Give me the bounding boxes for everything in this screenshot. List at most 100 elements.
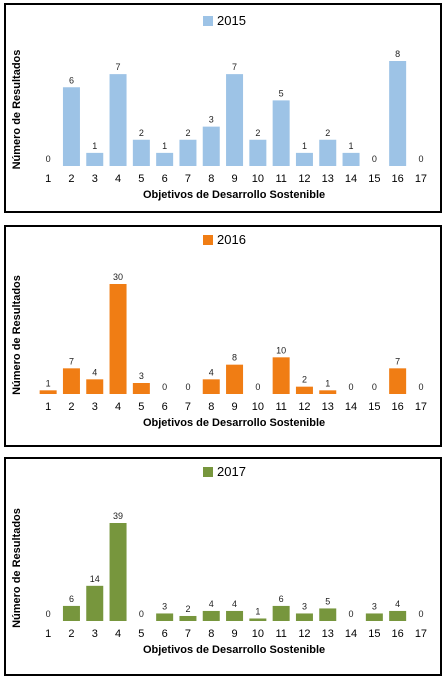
y-axis-label: Número de Resultados (11, 508, 23, 628)
x-tick-3: 3 (92, 173, 98, 185)
x-tick-11: 11 (275, 173, 286, 185)
x-tick-15: 15 (368, 173, 380, 185)
value-label-10: 1 (255, 606, 260, 616)
bar-4 (109, 284, 127, 394)
value-label-1: 1 (46, 378, 51, 388)
x-tick-5: 5 (138, 401, 144, 413)
x-tick-8: 8 (208, 628, 214, 640)
value-label-3: 1 (92, 141, 97, 151)
bar-16 (389, 610, 407, 621)
value-label-9: 4 (232, 599, 237, 609)
x-tick-6: 6 (162, 401, 168, 413)
y-axis-label: Número de Resultados (11, 50, 23, 170)
value-label-7: 2 (185, 604, 190, 614)
value-label-8: 4 (209, 599, 214, 609)
legend-label: 2015 (217, 13, 246, 28)
value-label-2: 7 (69, 356, 74, 366)
x-tick-7: 7 (185, 401, 191, 413)
value-label-11: 5 (279, 88, 284, 98)
value-label-2: 6 (69, 594, 74, 604)
bar-9 (226, 364, 244, 394)
bar-16 (389, 61, 407, 166)
value-label-3: 4 (92, 367, 97, 377)
value-label-12: 1 (302, 141, 307, 151)
x-tick-17: 17 (415, 628, 427, 640)
value-label-5: 0 (139, 609, 144, 619)
legend: 2016 (203, 232, 246, 247)
x-axis-label: Objetivos de Desarrollo Sostenible (143, 189, 325, 201)
x-tick-1: 1 (45, 628, 51, 640)
bar-2 (62, 368, 80, 394)
x-tick-3: 3 (92, 628, 98, 640)
x-tick-7: 7 (185, 173, 191, 185)
x-tick-10: 10 (252, 628, 264, 640)
x-tick-3: 3 (92, 401, 98, 413)
x-tick-8: 8 (208, 173, 214, 185)
bar-4 (109, 523, 127, 621)
x-tick-12: 12 (298, 401, 310, 413)
bar-5 (132, 383, 150, 394)
x-tick-14: 14 (345, 173, 357, 185)
bar-13 (319, 139, 337, 166)
value-label-6: 0 (162, 382, 167, 392)
legend-label: 2016 (217, 232, 246, 247)
value-label-13: 1 (325, 378, 330, 388)
x-tick-9: 9 (231, 401, 237, 413)
bar-8 (202, 379, 220, 394)
x-tick-9: 9 (231, 628, 237, 640)
x-tick-4: 4 (115, 401, 121, 413)
value-label-17: 0 (418, 154, 423, 164)
value-label-5: 2 (139, 128, 144, 138)
value-label-13: 2 (325, 128, 330, 138)
bar-2 (62, 87, 80, 166)
x-tick-12: 12 (298, 628, 310, 640)
x-tick-6: 6 (162, 173, 168, 185)
x-tick-12: 12 (298, 173, 310, 185)
x-tick-2: 2 (68, 628, 74, 640)
bar-7 (179, 139, 197, 166)
value-label-9: 7 (232, 62, 237, 72)
legend-swatch (203, 467, 213, 477)
bar-3 (86, 152, 104, 166)
x-axis-label: Objetivos de Desarrollo Sostenible (143, 417, 325, 429)
value-label-8: 3 (209, 115, 214, 125)
chart-panel-2016: 2016 Número de Resultados 1 1 7 2 4 3 30 4 3 5 0 6 0 7 4… (4, 225, 442, 447)
bar-15 (365, 613, 383, 621)
value-label-12: 3 (302, 601, 307, 611)
x-tick-2: 2 (68, 173, 74, 185)
bar-9 (226, 610, 244, 621)
x-tick-5: 5 (138, 173, 144, 185)
x-tick-1: 1 (45, 173, 51, 185)
value-label-16: 7 (395, 356, 400, 366)
x-tick-6: 6 (162, 628, 168, 640)
bar-11 (272, 605, 290, 621)
chart-panel-2017: 2017 Número de Resultados 0 1 6 2 14 3 39 4 0 5 3 6 2 7… (4, 457, 442, 676)
x-tick-4: 4 (115, 628, 121, 640)
x-axis-label: Objetivos de Desarrollo Sostenible (143, 644, 325, 656)
value-label-1: 0 (46, 609, 51, 619)
x-tick-11: 11 (275, 401, 286, 413)
x-tick-16: 16 (392, 628, 404, 640)
x-tick-13: 13 (322, 401, 334, 413)
bar-9 (226, 74, 244, 166)
value-label-15: 0 (372, 382, 377, 392)
bar-8 (202, 610, 220, 621)
value-label-10: 0 (255, 382, 260, 392)
x-tick-13: 13 (322, 173, 334, 185)
bar-10 (249, 139, 267, 166)
x-tick-11: 11 (275, 628, 286, 640)
value-label-14: 0 (349, 609, 354, 619)
bar-2 (62, 605, 80, 621)
x-tick-13: 13 (322, 628, 334, 640)
value-label-15: 0 (372, 154, 377, 164)
bar-12 (295, 152, 313, 166)
legend-label: 2017 (217, 464, 246, 479)
bar-7 (179, 615, 197, 621)
value-label-12: 2 (302, 375, 307, 385)
value-label-15: 3 (372, 601, 377, 611)
bar-3 (86, 585, 104, 621)
bar-12 (295, 386, 313, 394)
legend-swatch (203, 16, 213, 26)
value-label-17: 0 (418, 382, 423, 392)
value-label-6: 1 (162, 141, 167, 151)
